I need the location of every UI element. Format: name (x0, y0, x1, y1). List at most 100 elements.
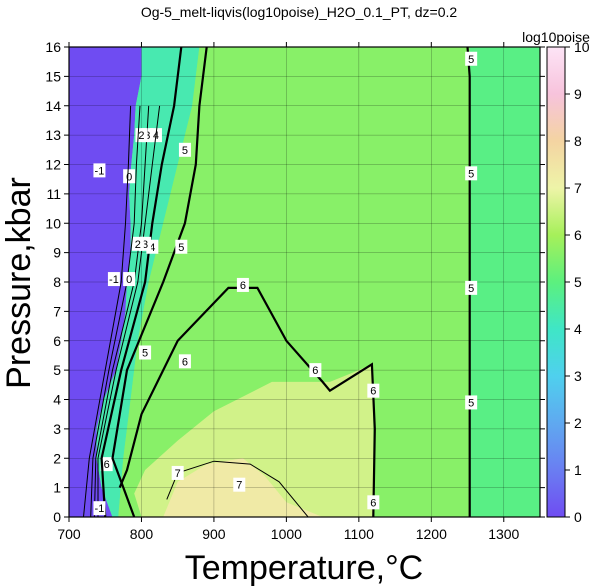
y-tick-label: 13 (45, 127, 61, 143)
contour-label-text: 6 (370, 497, 376, 509)
contour-line-3 (97, 105, 161, 517)
contour-label-5: 5 (465, 166, 478, 181)
x-tick-label: 1300 (488, 526, 519, 542)
contour-label-bg (107, 272, 120, 287)
contour-label-text: 7 (236, 480, 242, 492)
x-tick-label: 900 (202, 526, 226, 542)
contour-label-text: 5 (142, 348, 148, 360)
contour-label-2: 2 (131, 236, 144, 251)
x-tick-label: 1000 (271, 526, 302, 542)
contour-label-bg (93, 163, 106, 178)
contour-label-text: 5 (468, 397, 474, 409)
y-tick-label: 5 (53, 362, 61, 378)
contour-label-7: 7 (233, 477, 246, 492)
contour-label-5: 5 (465, 280, 478, 295)
colorbar-tick-label: 3 (574, 368, 582, 384)
contour-lines: 55556666667755544332200-1-1-1 (83, 47, 478, 517)
colorbar-tick-label: 5 (574, 274, 582, 290)
contour-line--1 (83, 105, 132, 517)
colorbar-tick-label: 6 (574, 227, 582, 243)
contour-label-text: 4 (149, 242, 155, 254)
contour-label-bg (233, 477, 246, 492)
y-tick-label: 0 (53, 509, 61, 525)
contour-label-text: 5 (468, 283, 474, 295)
contour-label-bg (123, 169, 136, 184)
y-tick-label: 6 (53, 333, 61, 349)
contour-label-5: 5 (178, 142, 191, 157)
contour-label-6: 6 (309, 363, 322, 378)
x-tick-label: 1200 (416, 526, 447, 542)
contour-label--1: -1 (93, 163, 106, 178)
chart-title: Og-5_melt-liqvis(log10poise)_H2O_0.1_PT,… (141, 4, 458, 20)
contour-label-bg (367, 383, 380, 398)
contour-label-bg (100, 457, 113, 472)
contour-label-text: 5 (468, 54, 474, 66)
contour-label-text: -1 (95, 165, 105, 177)
x-tick-label: 1100 (344, 526, 374, 542)
contour-label-6: 6 (367, 383, 380, 398)
contour-label-bg (465, 166, 478, 181)
contour-label-5: 5 (465, 395, 478, 410)
contour-label-0: 0 (123, 272, 136, 287)
contour-label-text: -1 (95, 503, 105, 515)
x-axis-label: Temperature,°C (185, 549, 423, 587)
contour-label-bg (178, 142, 191, 157)
contour-label-7: 7 (171, 465, 184, 480)
contour-label-6: 6 (236, 277, 249, 292)
grid-lines (68, 46, 540, 518)
contour-label-bg (309, 363, 322, 378)
y-tick-label: 1 (53, 480, 61, 496)
contour-label-bg (465, 395, 478, 410)
y-tick-label: 10 (45, 215, 61, 231)
y-tick-label: 14 (45, 98, 61, 114)
contour-label--1: -1 (93, 501, 106, 516)
contour-label-bg (123, 272, 136, 287)
colorbar-tick-label: 7 (574, 180, 582, 196)
contour-label-text: 6 (312, 365, 318, 377)
contour-label-bg (139, 345, 152, 360)
contour-label-text: 6 (370, 386, 376, 398)
colorbar-tick-label: 2 (574, 415, 582, 431)
contour-label-bg (367, 495, 380, 510)
contour-label-6: 6 (100, 457, 113, 472)
contour-label-text: 0 (126, 274, 132, 286)
contour-label-bg (171, 465, 184, 480)
contour-label-5: 5 (139, 345, 152, 360)
contour-label-6: 6 (178, 354, 191, 369)
contour-label-bg (178, 354, 191, 369)
colorbar-tick-label: 1 (574, 462, 582, 478)
contour-label-bg (465, 51, 478, 66)
contour-label-text: 6 (104, 459, 110, 471)
y-axis-label: Pressure,kbar (0, 177, 38, 389)
y-tick-label: 4 (53, 392, 61, 408)
colorbar-tick-label: 4 (574, 321, 582, 337)
contour-label--1: -1 (107, 272, 120, 287)
contour-label-bg (93, 501, 106, 516)
contour-label-text: 2 (135, 239, 141, 251)
contour-line-5 (111, 47, 208, 517)
x-tick-label: 800 (130, 526, 154, 542)
colorbar-tick-label: 0 (574, 509, 582, 525)
contour-label-text: 3 (142, 239, 148, 251)
y-tick-label: 2 (53, 450, 61, 466)
y-tick-label: 8 (53, 274, 61, 290)
contour-label-5: 5 (465, 51, 478, 66)
contour-line-6 (118, 286, 376, 517)
contour-label-5: 5 (175, 239, 188, 254)
contour-label-text: 5 (182, 145, 188, 157)
x-tick-label: 700 (57, 526, 81, 542)
y-tick-label: 11 (46, 186, 61, 202)
contour-label-text: 7 (175, 468, 181, 480)
colorbar-tick-label: 10 (574, 39, 590, 55)
colorbar-label: log10poise (522, 29, 590, 45)
axes: 700 800 900 1000 1100 1200 1300012345678910111… (45, 39, 545, 542)
y-tick-label: 15 (45, 68, 61, 84)
contour-label-text: 0 (126, 171, 132, 183)
contour-label-0: 0 (123, 169, 136, 184)
contour-label-text: -1 (109, 274, 119, 286)
colorbar-tick-label: 8 (574, 133, 582, 149)
y-tick-label: 16 (45, 39, 61, 55)
y-tick-label: 3 (53, 421, 61, 437)
plot-area: 55556666667755544332200-1-1-170080090010… (45, 39, 545, 542)
